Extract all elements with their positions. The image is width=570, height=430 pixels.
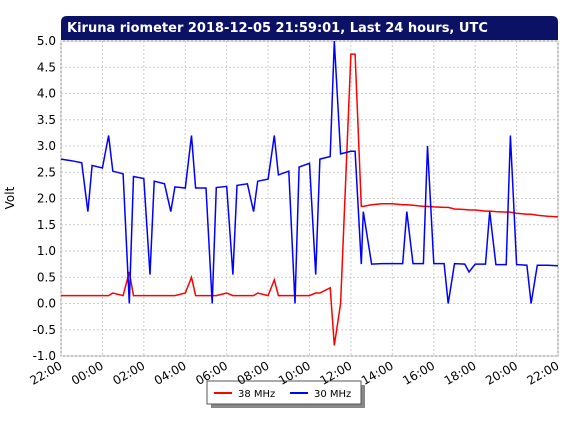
y-tick-label: -1.0 — [33, 349, 56, 363]
x-tick-label: 02:00 — [110, 358, 147, 387]
legend-label: 38 MHz — [238, 389, 275, 400]
title-bar — [61, 16, 558, 40]
y-tick-label: 0.5 — [37, 270, 56, 284]
y-tick-label: 2.5 — [37, 165, 56, 179]
y-tick-label: 1.0 — [37, 244, 56, 258]
x-tick-label: 00:00 — [69, 358, 106, 387]
y-tick-label: -0.5 — [33, 323, 56, 337]
x-tick-label: 20:00 — [483, 358, 520, 387]
x-tick-label: 22:00 — [525, 358, 562, 387]
y-tick-label: 2.0 — [37, 192, 56, 206]
x-tick-label: 14:00 — [359, 358, 396, 387]
data-line — [61, 53, 559, 346]
legend — [206, 380, 362, 405]
y-tick-label: 5.0 — [37, 34, 56, 48]
x-tick-label: 18:00 — [442, 358, 479, 387]
y-tick-label: 1.5 — [37, 218, 56, 232]
legend-label: 30 MHz — [314, 389, 351, 400]
y-tick-label: 4.5 — [37, 60, 56, 74]
y-tick-label: 3.0 — [37, 139, 56, 153]
x-tick-label: 16:00 — [400, 358, 437, 387]
y-axis-label: Volt — [3, 186, 17, 209]
y-tick-label: 4.0 — [37, 87, 56, 101]
data-line — [60, 40, 559, 304]
chart-title: Kiruna riometer 2018-12-05 21:59:01, Las… — [67, 21, 488, 36]
y-tick-label: 0.0 — [37, 297, 56, 311]
y-tick-label: 3.5 — [37, 113, 56, 127]
x-tick-label: 04:00 — [152, 358, 189, 387]
